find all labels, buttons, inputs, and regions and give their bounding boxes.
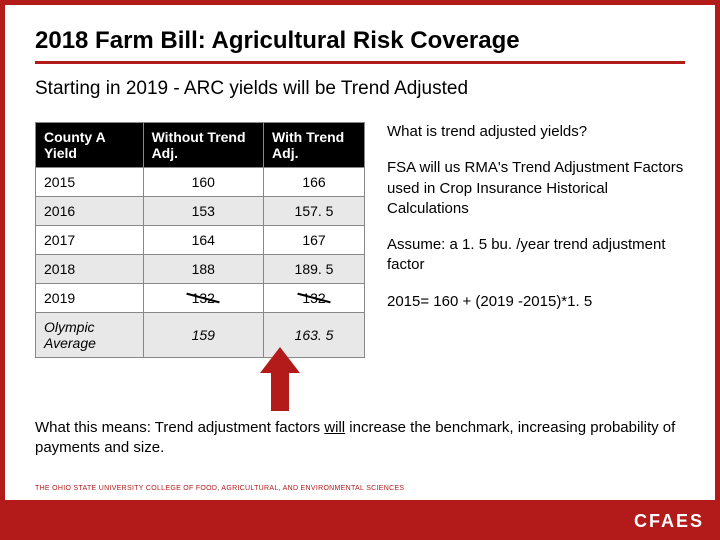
- paragraph-3: 2015= 160 + (2019 -2015)*1. 5: [387, 292, 685, 312]
- paragraph-2: Assume: a 1. 5 bu. /year trend adjustmen…: [387, 235, 685, 276]
- cell-with: 157. 5: [264, 197, 365, 226]
- cell-without: 160: [143, 168, 263, 197]
- yield-table: County A Yield Without Trend Adj. With T…: [35, 122, 365, 358]
- th-county: County A Yield: [36, 123, 144, 168]
- cell-with: 132: [264, 284, 365, 313]
- table-column: County A Yield Without Trend Adj. With T…: [35, 122, 365, 358]
- cell-without: 132: [143, 284, 263, 313]
- cell-with: 189. 5: [264, 255, 365, 284]
- slide-page: 2018 Farm Bill: Agricultural Risk Covera…: [5, 5, 715, 500]
- table-row: 2015160166: [36, 168, 365, 197]
- table-row: Olympic Average159163. 5: [36, 313, 365, 358]
- question-text: What is trend adjusted yields?: [387, 122, 685, 142]
- university-label: THE OHIO STATE UNIVERSITY COLLEGE OF FOO…: [35, 485, 404, 492]
- cell-with: 166: [264, 168, 365, 197]
- cell-without: 164: [143, 226, 263, 255]
- cell-without: 159: [143, 313, 263, 358]
- right-column: What is trend adjusted yields? FSA will …: [387, 122, 685, 358]
- footer-pre: What this means: Trend adjustment factor…: [35, 419, 324, 436]
- row-label: 2019: [36, 284, 144, 313]
- content-row: County A Yield Without Trend Adj. With T…: [35, 122, 685, 358]
- row-label: 2015: [36, 168, 144, 197]
- row-label: 2018: [36, 255, 144, 284]
- cell-with: 167: [264, 226, 365, 255]
- table-body: 20151601662016153157. 520171641672018188…: [36, 168, 365, 358]
- table-row: 2016153157. 5: [36, 197, 365, 226]
- page-subtitle: Starting in 2019 - ARC yields will be Tr…: [35, 78, 685, 100]
- cfaes-brand: CFAES: [634, 511, 704, 532]
- cell-without: 188: [143, 255, 263, 284]
- table-row: 2017164167: [36, 226, 365, 255]
- paragraph-1: FSA will us RMA's Trend Adjustment Facto…: [387, 158, 685, 219]
- footer-note: What this means: Trend adjustment factor…: [35, 418, 685, 459]
- row-label: Olympic Average: [36, 313, 144, 358]
- th-with: With Trend Adj.: [264, 123, 365, 168]
- row-label: 2017: [36, 226, 144, 255]
- cell-without: 153: [143, 197, 263, 226]
- up-arrow-icon: [260, 347, 300, 411]
- row-label: 2016: [36, 197, 144, 226]
- footer-underline: will: [324, 419, 345, 436]
- table-row: 2018188189. 5: [36, 255, 365, 284]
- page-title: 2018 Farm Bill: Agricultural Risk Covera…: [35, 27, 685, 64]
- th-without: Without Trend Adj.: [143, 123, 263, 168]
- table-row: 2019132132: [36, 284, 365, 313]
